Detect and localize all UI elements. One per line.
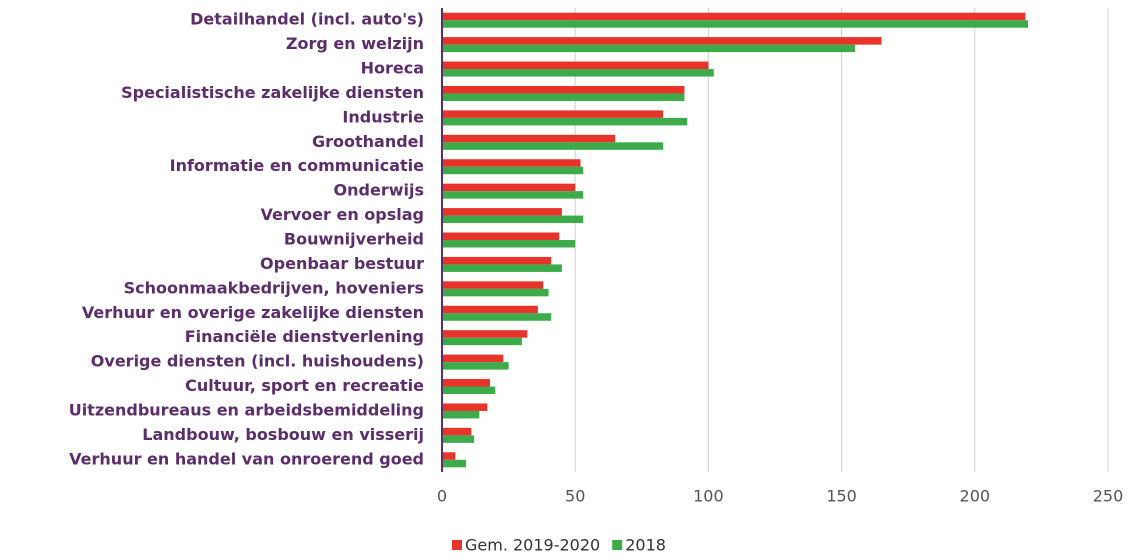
bar	[442, 354, 504, 363]
category-label: Landbouw, bosbouw en visserij	[142, 425, 424, 444]
bar	[442, 142, 664, 150]
legend-label: Gem. 2019-2020	[465, 536, 600, 555]
bar	[442, 20, 1029, 28]
bar	[442, 264, 562, 272]
category-label: Vervoer en opslag	[261, 205, 425, 224]
bar	[442, 166, 584, 175]
bar	[442, 386, 496, 395]
bar	[442, 410, 480, 419]
bar	[442, 403, 488, 411]
category-label: Zorg en welzijn	[286, 34, 424, 53]
legend-swatch	[612, 540, 623, 550]
bar	[442, 337, 522, 346]
category-label: Uitzendbureaus en arbeidsbemiddeling	[69, 400, 424, 419]
bar	[442, 427, 472, 436]
x-tick-label: 0	[437, 487, 447, 506]
category-label: Horeca	[361, 59, 424, 78]
bar	[442, 44, 855, 53]
bar	[442, 232, 560, 240]
category-label: Cultuur, sport en recreatie	[185, 376, 424, 395]
bar	[442, 12, 1026, 21]
category-label: Specialistische zakelijke diensten	[121, 83, 424, 102]
bar	[442, 459, 466, 468]
category-label: Schoonmaakbedrijven, hoveniers	[124, 278, 424, 297]
bar	[442, 256, 552, 265]
category-label: Openbaar bestuur	[260, 254, 424, 273]
x-tick-label: 250	[1093, 487, 1124, 506]
legend-label: 2018	[625, 536, 666, 555]
category-label: Industrie	[342, 107, 424, 126]
bar	[442, 117, 688, 126]
bar	[442, 288, 549, 297]
bar	[442, 159, 581, 167]
bar	[442, 69, 714, 77]
bar	[442, 313, 552, 321]
bar	[442, 134, 616, 143]
bar	[442, 281, 544, 289]
x-tick-label: 150	[826, 487, 857, 506]
bar	[442, 305, 538, 314]
category-label: Detailhandel (incl. auto's)	[190, 10, 424, 29]
category-label: Groothandel	[312, 132, 424, 151]
bar	[442, 37, 882, 45]
category-label: Bouwnijverheid	[284, 230, 424, 249]
bar	[442, 362, 509, 370]
bar	[442, 435, 474, 443]
bar	[442, 183, 576, 192]
category-label: Verhuur en handel van onroerend goed	[69, 449, 424, 468]
bar	[442, 379, 490, 387]
category-label: Onderwijs	[334, 181, 424, 200]
bar	[442, 191, 584, 199]
x-tick-label: 100	[693, 487, 724, 506]
x-tick-label: 50	[565, 487, 585, 506]
bar	[442, 93, 685, 101]
category-label: Overige diensten (incl. huishoudens)	[91, 352, 424, 371]
category-label: Verhuur en overige zakelijke diensten	[82, 303, 424, 322]
bar	[442, 215, 584, 224]
category-label: Financiële dienstverlening	[185, 327, 424, 346]
x-tick-label: 200	[960, 487, 991, 506]
bar	[442, 208, 562, 216]
bar	[442, 110, 664, 118]
bar	[442, 61, 709, 70]
bar	[442, 452, 456, 460]
bar	[442, 330, 528, 338]
bar	[442, 240, 576, 248]
legend-swatch	[452, 540, 462, 550]
bar	[442, 85, 685, 94]
category-label: Informatie en communicatie	[170, 156, 425, 175]
